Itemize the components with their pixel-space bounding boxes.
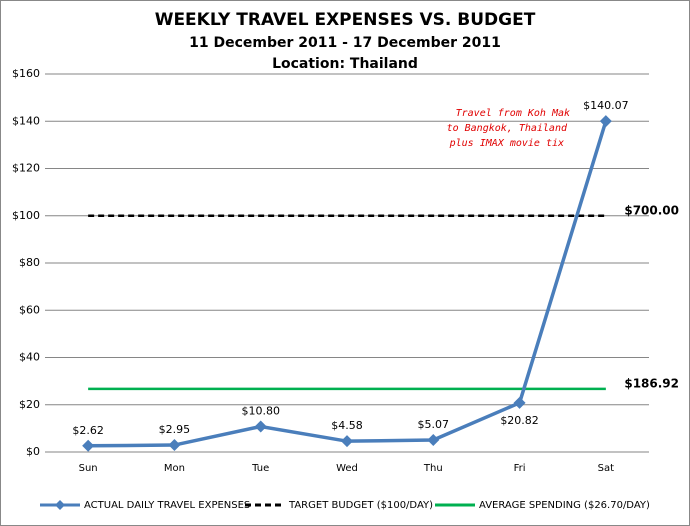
value-label: $140.07	[583, 99, 629, 112]
y-tick-label: $120	[12, 162, 40, 175]
chart-title: WEEKLY TRAVEL EXPENSES VS. BUDGET	[155, 10, 536, 30]
y-tick-label: $160	[12, 67, 40, 80]
y-tick-label: $40	[19, 351, 40, 364]
x-tick-label: Thu	[423, 463, 443, 474]
value-label: $2.62	[72, 424, 104, 437]
end-label: $186.92	[624, 376, 679, 390]
x-tick-label: Tue	[251, 463, 269, 474]
x-tick-label: Sat	[598, 463, 614, 474]
value-label: $4.58	[331, 419, 363, 432]
point-marker	[341, 435, 353, 448]
value-label: $5.07	[418, 418, 450, 431]
annotation: plus IMAX movie tix	[449, 138, 564, 149]
point-marker	[427, 434, 440, 447]
chart-subtitle: 11 December 2011 - 17 December 2011	[189, 35, 501, 51]
annotation: to Bangkok, Thailand	[447, 123, 568, 134]
annotation: Travel from Koh Mak	[456, 108, 570, 119]
value-label: $10.80	[241, 404, 280, 417]
x-tick-label: Wed	[336, 463, 358, 474]
point-marker	[82, 439, 95, 452]
y-tick-label: $20	[19, 398, 40, 411]
x-tick-label: Mon	[164, 463, 185, 474]
end-label: $700.00	[624, 203, 679, 217]
legend-marker	[55, 500, 65, 510]
x-tick-label: Sun	[79, 463, 98, 474]
y-tick-label: $0	[26, 445, 40, 458]
y-tick-label: $60	[19, 303, 40, 316]
y-tick-label: $80	[19, 256, 40, 269]
x-tick-label: Fri	[514, 463, 526, 474]
value-label: $2.95	[159, 423, 191, 436]
value-label: $20.82	[500, 414, 539, 427]
point-marker	[599, 115, 612, 128]
point-marker	[254, 420, 267, 433]
legend-label: AVERAGE SPENDING ($26.70/DAY)	[479, 500, 650, 511]
legend-label: ACTUAL DAILY TRAVEL EXPENSES	[84, 500, 250, 511]
y-tick-label: $100	[12, 209, 40, 222]
point-marker	[513, 396, 526, 409]
legend-label: TARGET BUDGET ($100/DAY)	[288, 500, 433, 511]
chart-location: Location: Thailand	[272, 56, 418, 72]
point-marker	[168, 439, 181, 452]
y-tick-label: $140	[12, 114, 40, 127]
